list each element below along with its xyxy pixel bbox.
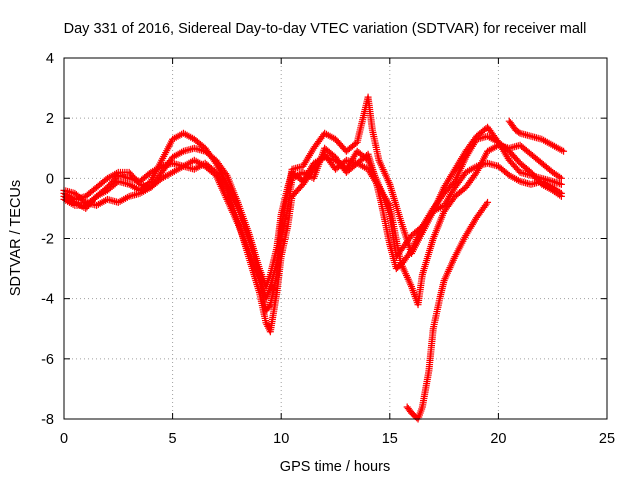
data-point bbox=[428, 209, 436, 217]
data-point bbox=[557, 174, 565, 182]
x-axis-label: GPS time / hours bbox=[280, 459, 390, 475]
x-tick-label: 20 bbox=[490, 431, 506, 447]
y-axis-label: SDTVAR / TECUs bbox=[8, 180, 24, 296]
data-point bbox=[471, 170, 479, 178]
axis-ticks bbox=[63, 57, 608, 420]
x-tick-label: 0 bbox=[60, 431, 68, 447]
y-tick-label: 0 bbox=[46, 171, 54, 187]
data-points bbox=[60, 93, 568, 423]
series-track-1 bbox=[60, 93, 565, 303]
x-tick-label: 25 bbox=[599, 431, 615, 447]
series-track-6 bbox=[505, 117, 568, 155]
data-point bbox=[557, 192, 565, 200]
data-point bbox=[515, 128, 523, 136]
series-track-2 bbox=[60, 132, 565, 291]
x-tick-label: 5 bbox=[169, 431, 177, 447]
y-tick-labels: -8 -6 -4 -2 0 2 4 bbox=[41, 51, 54, 428]
plot-frame bbox=[63, 57, 608, 420]
series-track-4 bbox=[60, 141, 565, 315]
data-point bbox=[265, 302, 273, 310]
data-point bbox=[554, 179, 562, 187]
data-point bbox=[406, 248, 414, 256]
y-tick-label: 2 bbox=[46, 111, 54, 127]
x-tick-label: 10 bbox=[273, 431, 289, 447]
y-tick-label: -2 bbox=[41, 232, 54, 248]
y-tick-label: -4 bbox=[41, 292, 54, 308]
data-point bbox=[556, 180, 564, 188]
data-point bbox=[482, 200, 490, 208]
data-point bbox=[557, 180, 565, 188]
data-point bbox=[560, 147, 568, 155]
data-point bbox=[222, 170, 230, 178]
y-tick-label: 4 bbox=[46, 51, 54, 67]
series-track-5 bbox=[403, 198, 492, 423]
data-point bbox=[484, 198, 492, 206]
y-tick-label: -8 bbox=[41, 412, 54, 428]
chart-title: Day 331 of 2016, Sidereal Day-to-day VTE… bbox=[64, 21, 587, 37]
data-point bbox=[550, 178, 558, 186]
x-tick-label: 15 bbox=[382, 431, 398, 447]
data-point bbox=[552, 179, 560, 187]
y-tick-label: -6 bbox=[41, 352, 54, 368]
x-tick-labels: 0 5 10 15 20 25 bbox=[60, 431, 615, 447]
grid-lines bbox=[64, 58, 607, 419]
